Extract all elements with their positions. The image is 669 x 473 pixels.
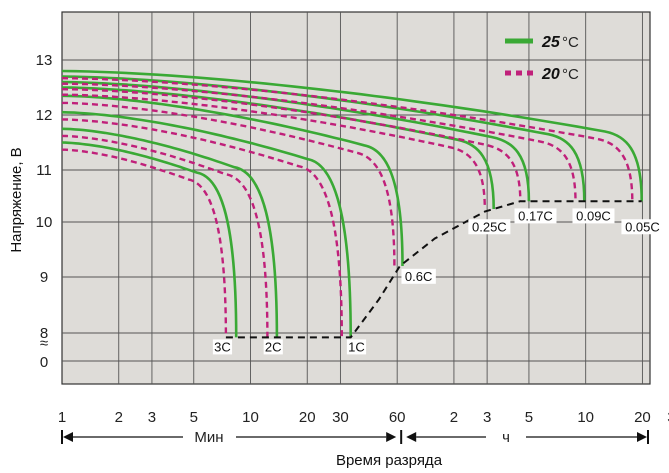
curve-25c-2C [61, 127, 279, 338]
x-tick-label-min: 10 [242, 409, 259, 426]
rate-label: 3C [214, 339, 231, 354]
curve-25c-005C [61, 69, 643, 202]
unit-minutes-label: Мин [194, 429, 223, 446]
rate-label-bg [572, 208, 615, 224]
legend-label-20c: 20 [541, 66, 560, 83]
curve-20c-3C [62, 148, 228, 338]
rate-label: 0.25C [472, 219, 507, 234]
x-tick-label-hour: 5 [525, 409, 533, 426]
x-tick-label-min: 20 [299, 409, 316, 426]
x-tick-label-min: 60 [389, 409, 406, 426]
arrow-left-icon [406, 432, 417, 442]
y-tick-label: 13 [36, 52, 53, 69]
x-tick-label-min: 3 [148, 409, 156, 426]
x-axis-title: Время разряда [336, 452, 443, 469]
x-tick-label-min: 2 [115, 409, 123, 426]
curve-20c-009C [61, 82, 577, 202]
rate-label-bg [212, 339, 233, 355]
curve-25c-1C [61, 110, 352, 338]
curve-20c-025C [61, 93, 486, 210]
y-tick-label: 8 [40, 325, 48, 342]
rate-label-bg [514, 208, 557, 224]
arrow-left-icon [63, 432, 73, 442]
rate-label-bg [263, 339, 283, 355]
rate-label: 0.09C [576, 208, 611, 223]
y-tick-label: ≈ [40, 335, 48, 352]
legend: 25 °C20 °C [505, 34, 579, 83]
legend-unit-25c: °C [562, 34, 579, 51]
curve-20c-06C [61, 101, 396, 267]
x-tick-label-hour: 2 [450, 409, 458, 426]
x-tick-label-hour: 20 [634, 409, 651, 426]
rate-label-bg [346, 339, 367, 355]
legend-label-25c: 25 [541, 34, 561, 51]
x-tick-label-hour: 30 [667, 409, 669, 426]
y-axis-title: Напряжение, В [8, 147, 25, 252]
x-tick-label-min: 1 [58, 409, 66, 426]
x-tick-label-min: 5 [190, 409, 198, 426]
rate-labels: 3C 2C 1C 0.6C 0.25C 0.17C 0.09C 0.05C [212, 208, 664, 355]
x-tick-labels: 1 2 3 5 10 20 30 60 2 3 5 10 20 30 [58, 409, 669, 426]
curve-20c-017C [61, 88, 522, 202]
y-tick-label: 9 [40, 269, 48, 286]
rate-label-bg [621, 219, 664, 235]
rate-label: 2C [265, 339, 282, 354]
curve-25c-025C [61, 86, 495, 210]
y-tick-labels: 0 ≈8 9 10 11 12 13 [36, 52, 53, 371]
curve-20c-005C [61, 77, 634, 202]
legend-unit-20c: °C [562, 66, 579, 83]
end-voltage-line [225, 200, 642, 339]
x-tick-label-hour: 3 [483, 409, 491, 426]
x-tick-label-hour: 10 [577, 409, 594, 426]
x-tick-label-min: 30 [332, 409, 349, 426]
end-voltage-path [225, 200, 642, 339]
rate-label: 0.6C [405, 269, 432, 284]
y-tick-label: 0 [40, 354, 48, 371]
time-unit-bar: Мин ч [61, 429, 649, 446]
arrow-right-icon [386, 432, 397, 442]
rate-label: 0.05C [625, 219, 660, 234]
curve-25c-06C [61, 94, 404, 267]
rate-label: 1C [348, 339, 365, 354]
unit-hours-label: ч [502, 429, 510, 446]
rate-label-bg [401, 268, 436, 284]
curve-20c-1C [61, 118, 343, 338]
discharge-curves [61, 69, 643, 338]
rate-label-bg [468, 219, 511, 235]
curve-25c-3C [61, 141, 238, 338]
y-tick-label: 10 [36, 214, 53, 231]
rate-label: 0.17C [518, 208, 553, 223]
curve-20c-2C [61, 134, 269, 338]
y-tick-label: 11 [36, 162, 52, 179]
y-tick-label: 12 [36, 107, 53, 124]
arrow-right-icon [637, 432, 647, 442]
